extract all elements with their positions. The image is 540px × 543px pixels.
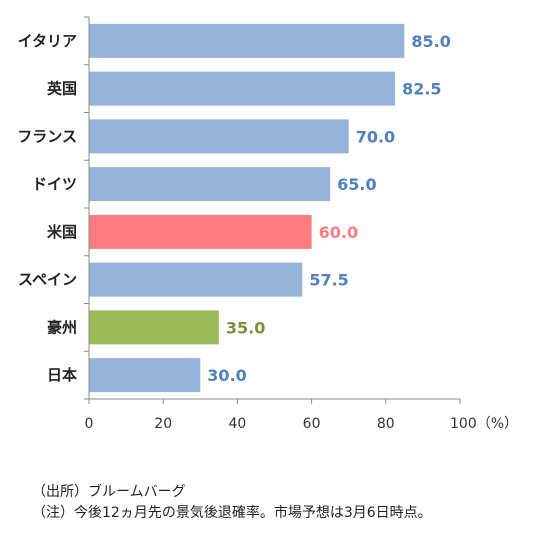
axes-group: イタリア 85.0 英国 82.5 フランス 70.0 ドイツ 65.0 米国 60.0 スペイン 5… bbox=[17, 16, 518, 432]
x-tick-label-1: 20 bbox=[154, 416, 172, 432]
bar-7 bbox=[89, 358, 201, 393]
x-tick-label-0: 0 bbox=[85, 416, 94, 432]
category-label-6: 豪州 bbox=[47, 318, 77, 336]
footnote: （注）今後12ヵ月先の景気後退確率。市場予想は3月6日時点。 bbox=[32, 505, 432, 521]
bar-2 bbox=[89, 119, 349, 154]
value-label-3: 65.0 bbox=[337, 175, 376, 194]
category-label-5: スペイン bbox=[18, 271, 77, 289]
category-label-2: フランス bbox=[17, 127, 77, 145]
bar-3 bbox=[89, 167, 331, 202]
value-label-5: 57.5 bbox=[309, 271, 348, 290]
x-tick-label-4: 80 bbox=[377, 416, 395, 432]
bar-0 bbox=[89, 23, 405, 58]
bar-5 bbox=[89, 262, 303, 297]
category-label-7: 日本 bbox=[47, 366, 77, 384]
value-label-1: 82.5 bbox=[402, 80, 441, 99]
category-label-0: イタリア bbox=[18, 32, 77, 50]
category-label-1: 英国 bbox=[47, 80, 77, 98]
bar-1 bbox=[89, 71, 396, 106]
value-label-0: 85.0 bbox=[411, 32, 450, 51]
category-label-3: ドイツ bbox=[32, 175, 77, 193]
category-label-4: 米国 bbox=[47, 223, 77, 241]
bars-group bbox=[89, 23, 405, 393]
x-tick-label-5: 100（%） bbox=[450, 416, 518, 432]
value-label-4: 60.0 bbox=[319, 223, 358, 242]
x-tick-label-2: 40 bbox=[228, 416, 246, 432]
value-label-6: 35.0 bbox=[226, 318, 265, 337]
x-tick-label-3: 60 bbox=[303, 416, 321, 432]
bar-6 bbox=[89, 310, 219, 345]
chart-notes: （出所）ブルームバーグ （注）今後12ヵ月先の景気後退確率。市場予想は3月6日時… bbox=[32, 482, 432, 524]
bar-4 bbox=[89, 214, 312, 249]
source-note: （出所）ブルームバーグ bbox=[32, 484, 186, 500]
value-label-2: 70.0 bbox=[356, 127, 395, 146]
value-label-7: 30.0 bbox=[207, 366, 246, 385]
bar-chart: イタリア 85.0 英国 82.5 フランス 70.0 ドイツ 65.0 米国 60.0 スペイン 5… bbox=[17, 16, 518, 432]
